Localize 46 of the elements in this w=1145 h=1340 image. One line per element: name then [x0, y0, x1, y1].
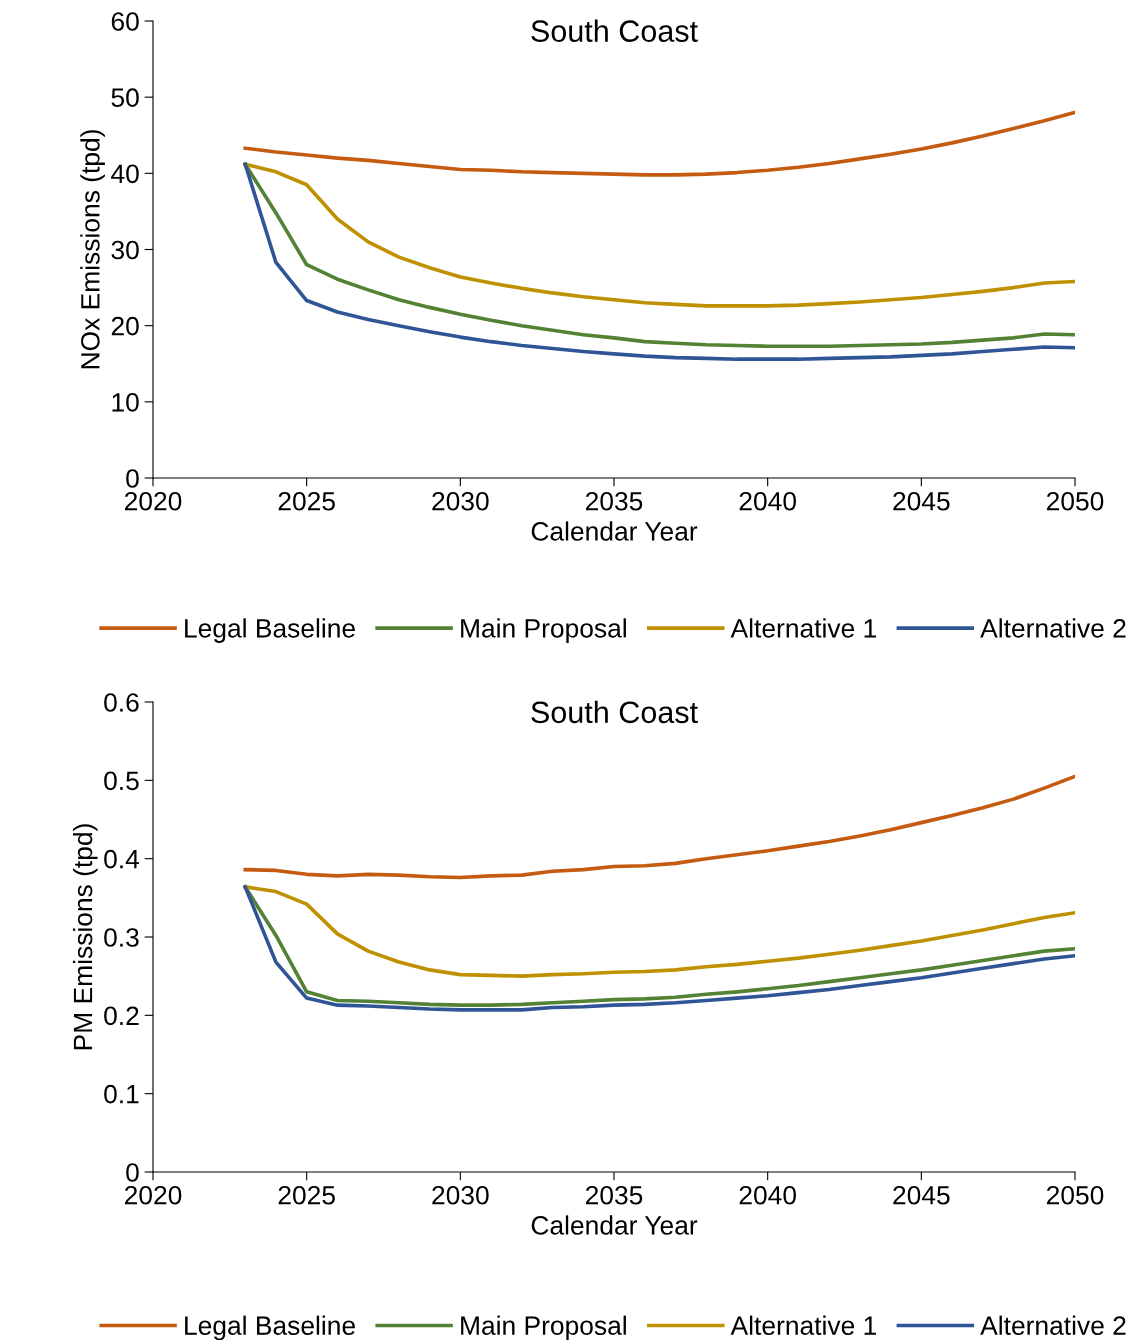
- chart-title: South Coast: [531, 19, 698, 42]
- y-tick-label: 0.2: [104, 1006, 139, 1026]
- legend-label: Main Proposal: [461, 1315, 626, 1340]
- y-axis-title: PM Emissions (tpd): [72, 824, 98, 1050]
- legend-label: Alternative 1: [730, 618, 876, 638]
- y-tick-label: 0.6: [104, 693, 139, 712]
- legend-label: Alternative 1: [730, 1315, 876, 1335]
- y-axis-title: NOx Emissions (tpd): [80, 130, 105, 369]
- y-tick-label: 50: [111, 88, 139, 107]
- x-tick-label: 2040: [739, 1185, 796, 1205]
- y-tick-label: 60: [111, 12, 139, 31]
- y-tick-label: 40: [111, 164, 139, 184]
- x-tick-label: 2045: [893, 1185, 950, 1205]
- x-tick-label: 2050: [1046, 491, 1104, 511]
- line-series: [243, 162, 1075, 308]
- y-tick-label: 0.5: [104, 771, 139, 791]
- y-tick-label: 0.1: [104, 1084, 139, 1104]
- legend-label: Alternative 2: [980, 1315, 1126, 1335]
- line-series: [243, 110, 1075, 177]
- line-series: [243, 774, 1075, 880]
- x-tick-label: 2025: [278, 491, 335, 511]
- chart-title: South Coast: [531, 700, 698, 724]
- x-tick-label: 2030: [432, 1185, 489, 1205]
- legend-label: Main Proposal: [461, 618, 626, 643]
- x-axis-title: Calendar Year: [531, 1215, 698, 1235]
- x-tick-label: 2040: [739, 491, 796, 511]
- x-tick-label: 2020: [124, 1185, 182, 1205]
- y-tick-label: 0: [126, 469, 139, 488]
- y-tick-label: 20: [111, 316, 139, 336]
- line-series: [243, 885, 1075, 978]
- x-tick-label: 2030: [432, 491, 489, 511]
- y-tick-label: 0.3: [104, 928, 139, 947]
- legend-label: Alternative 2: [980, 618, 1126, 638]
- x-tick-label: 2020: [124, 491, 182, 511]
- x-tick-label: 2035: [585, 1185, 643, 1205]
- y-tick-label: 0.4: [104, 849, 140, 869]
- legend-label: Legal Baseline: [185, 618, 355, 643]
- y-tick-label: 10: [112, 392, 139, 412]
- y-tick-label: 0: [126, 1163, 139, 1182]
- y-tick-label: 30: [111, 240, 139, 260]
- x-axis-title: Calendar Year: [531, 521, 698, 541]
- x-tick-label: 2045: [893, 491, 950, 511]
- x-tick-label: 2025: [278, 1185, 335, 1205]
- x-tick-label: 2035: [585, 491, 643, 511]
- x-tick-label: 2050: [1046, 1185, 1104, 1205]
- legend-label: Legal Baseline: [185, 1315, 355, 1340]
